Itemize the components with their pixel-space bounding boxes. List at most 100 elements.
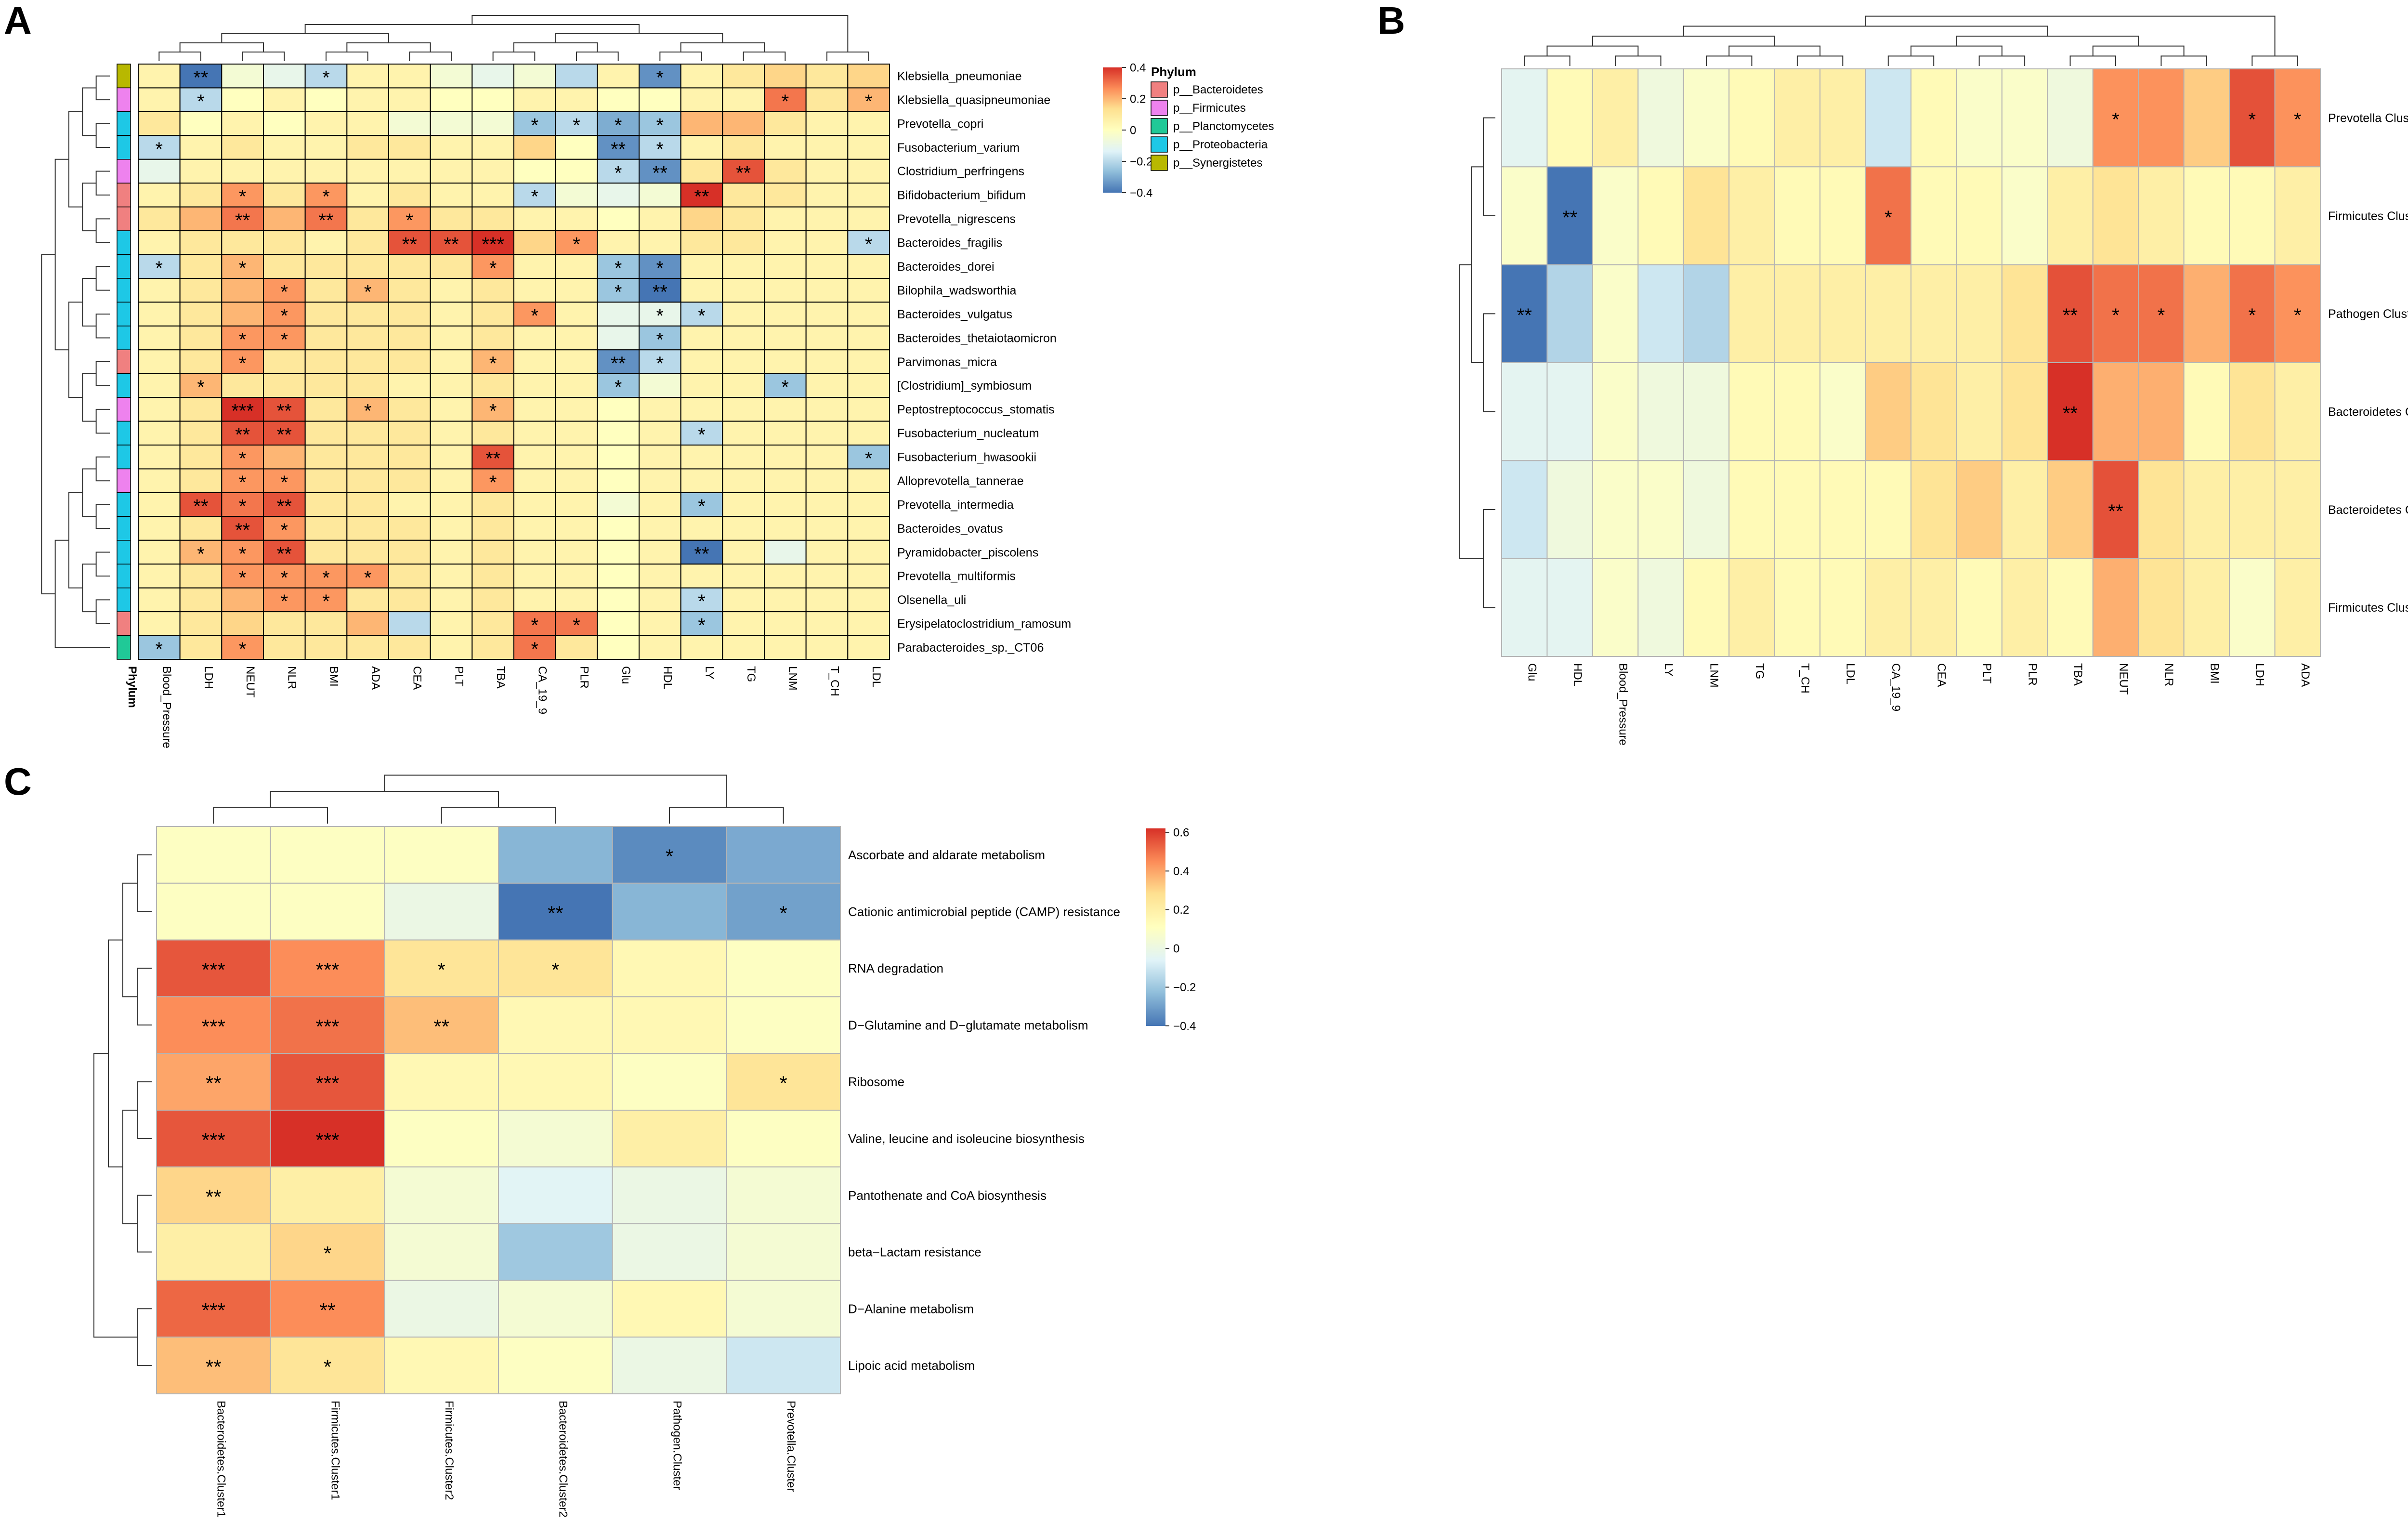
row-label: Ribosome bbox=[848, 1075, 904, 1089]
column-label: PLT bbox=[1980, 663, 1993, 684]
heatmap-cell bbox=[221, 420, 264, 446]
row-dendrogram-link bbox=[54, 158, 69, 351]
heatmap-cell bbox=[805, 302, 849, 327]
heatmap-cell bbox=[156, 882, 271, 941]
heatmap-cell bbox=[597, 135, 640, 160]
heatmap-cell bbox=[1819, 166, 1866, 265]
significance-mark: ** bbox=[277, 543, 292, 564]
heatmap-cell bbox=[471, 564, 514, 589]
significance-mark: ** bbox=[2063, 403, 2078, 424]
heatmap-cell bbox=[138, 635, 181, 660]
heatmap-cell bbox=[430, 420, 473, 446]
heatmap-cell bbox=[805, 111, 849, 136]
significance-mark: ** bbox=[277, 496, 292, 517]
heatmap-cell bbox=[498, 996, 613, 1054]
row-dendrogram-link bbox=[95, 75, 110, 101]
heatmap-cell bbox=[384, 1166, 499, 1224]
heatmap-cell bbox=[555, 468, 598, 493]
heatmap-cell bbox=[138, 516, 181, 541]
heatmap-cell bbox=[722, 87, 765, 112]
heatmap-cell bbox=[1546, 68, 1593, 168]
significance-mark: ** bbox=[402, 234, 417, 255]
row-dendrogram-link bbox=[93, 1053, 137, 1338]
heatmap-cell bbox=[471, 302, 514, 327]
heatmap-cell bbox=[388, 254, 431, 279]
significance-mark: ** bbox=[235, 210, 250, 231]
heatmap-cell bbox=[138, 111, 181, 136]
row-label: D−Alanine metabolism bbox=[848, 1301, 974, 1316]
significance-mark: *** bbox=[315, 1129, 339, 1152]
heatmap-cell bbox=[2183, 264, 2230, 364]
heatmap-cell bbox=[263, 87, 306, 112]
phylum-annotation-cell bbox=[117, 540, 131, 564]
heatmap-cell bbox=[847, 420, 890, 446]
heatmap-cell bbox=[388, 516, 431, 541]
heatmap-cell bbox=[1819, 264, 1866, 364]
row-dendrogram-link bbox=[122, 882, 137, 997]
heatmap-cell bbox=[680, 277, 723, 303]
column-dendrogram-link bbox=[1706, 55, 1753, 66]
row-label: Firmicutes Cluster2 bbox=[2328, 210, 2408, 223]
heatmap-cell bbox=[346, 111, 389, 136]
heatmap-cell bbox=[304, 206, 348, 232]
significance-mark: * bbox=[531, 186, 539, 208]
legend-tick-label: 0.2 bbox=[1130, 92, 1146, 105]
significance-mark: * bbox=[1885, 207, 1892, 228]
significance-mark: ** bbox=[485, 448, 500, 470]
heatmap-cell bbox=[680, 111, 723, 136]
heatmap-cell bbox=[304, 397, 348, 422]
heatmap-cell bbox=[138, 64, 181, 89]
heatmap-cell bbox=[555, 254, 598, 279]
heatmap-cell bbox=[1774, 460, 1821, 559]
significance-mark: ** bbox=[235, 424, 250, 446]
heatmap-cell bbox=[722, 492, 765, 517]
significance-mark: ** bbox=[318, 210, 333, 231]
column-label: CEA bbox=[411, 666, 424, 690]
phylum-annotation-label: Phylum bbox=[126, 666, 139, 708]
significance-mark: * bbox=[281, 305, 288, 327]
heatmap-cell bbox=[304, 635, 348, 660]
row-dendrogram-link bbox=[137, 854, 152, 912]
heatmap-cell bbox=[346, 135, 389, 160]
heatmap-cell bbox=[388, 111, 431, 136]
heatmap-cell bbox=[221, 564, 264, 589]
row-label: [Clostridium]_symbiosum bbox=[897, 379, 1032, 393]
heatmap-cell bbox=[847, 87, 890, 112]
heatmap-cell bbox=[384, 1280, 499, 1338]
heatmap-cell bbox=[847, 158, 890, 184]
significance-mark: * bbox=[239, 448, 247, 470]
row-dendrogram-link bbox=[82, 277, 96, 327]
heatmap-cell bbox=[612, 826, 727, 884]
heatmap-cell bbox=[2183, 362, 2230, 461]
heatmap-cell bbox=[1637, 460, 1684, 559]
significance-mark: * bbox=[615, 281, 622, 302]
heatmap-cell bbox=[471, 158, 514, 184]
heatmap-cell bbox=[764, 254, 807, 279]
heatmap-cell bbox=[555, 325, 598, 351]
row-label: Bacteroides_dorei bbox=[897, 260, 995, 274]
heatmap-cell bbox=[388, 349, 431, 374]
heatmap-cell bbox=[138, 325, 181, 351]
heatmap-cell bbox=[805, 277, 849, 303]
heatmap-cell bbox=[2138, 166, 2185, 265]
heatmap-cell bbox=[471, 587, 514, 613]
heatmap-cell bbox=[847, 397, 890, 422]
heatmap-cell bbox=[764, 445, 807, 470]
heatmap-cell bbox=[430, 516, 473, 541]
significance-mark: *** bbox=[202, 1129, 225, 1152]
significance-mark: * bbox=[2249, 305, 2256, 326]
heatmap-cell bbox=[764, 492, 807, 517]
color-legend-bar bbox=[1103, 67, 1122, 193]
heatmap-cell bbox=[680, 230, 723, 255]
column-dendrogram-link bbox=[513, 42, 598, 52]
heatmap-cell bbox=[1774, 166, 1821, 265]
heatmap-cell bbox=[726, 882, 841, 941]
heatmap-cell bbox=[722, 564, 765, 589]
heatmap-cell bbox=[764, 349, 807, 374]
heatmap-cell bbox=[304, 277, 348, 303]
heatmap-cell bbox=[2092, 460, 2139, 559]
heatmap-cell bbox=[2183, 68, 2230, 168]
row-dendrogram-link bbox=[95, 170, 110, 196]
legend-tick-label: −0.2 bbox=[1130, 155, 1152, 168]
heatmap-cell bbox=[680, 445, 723, 470]
